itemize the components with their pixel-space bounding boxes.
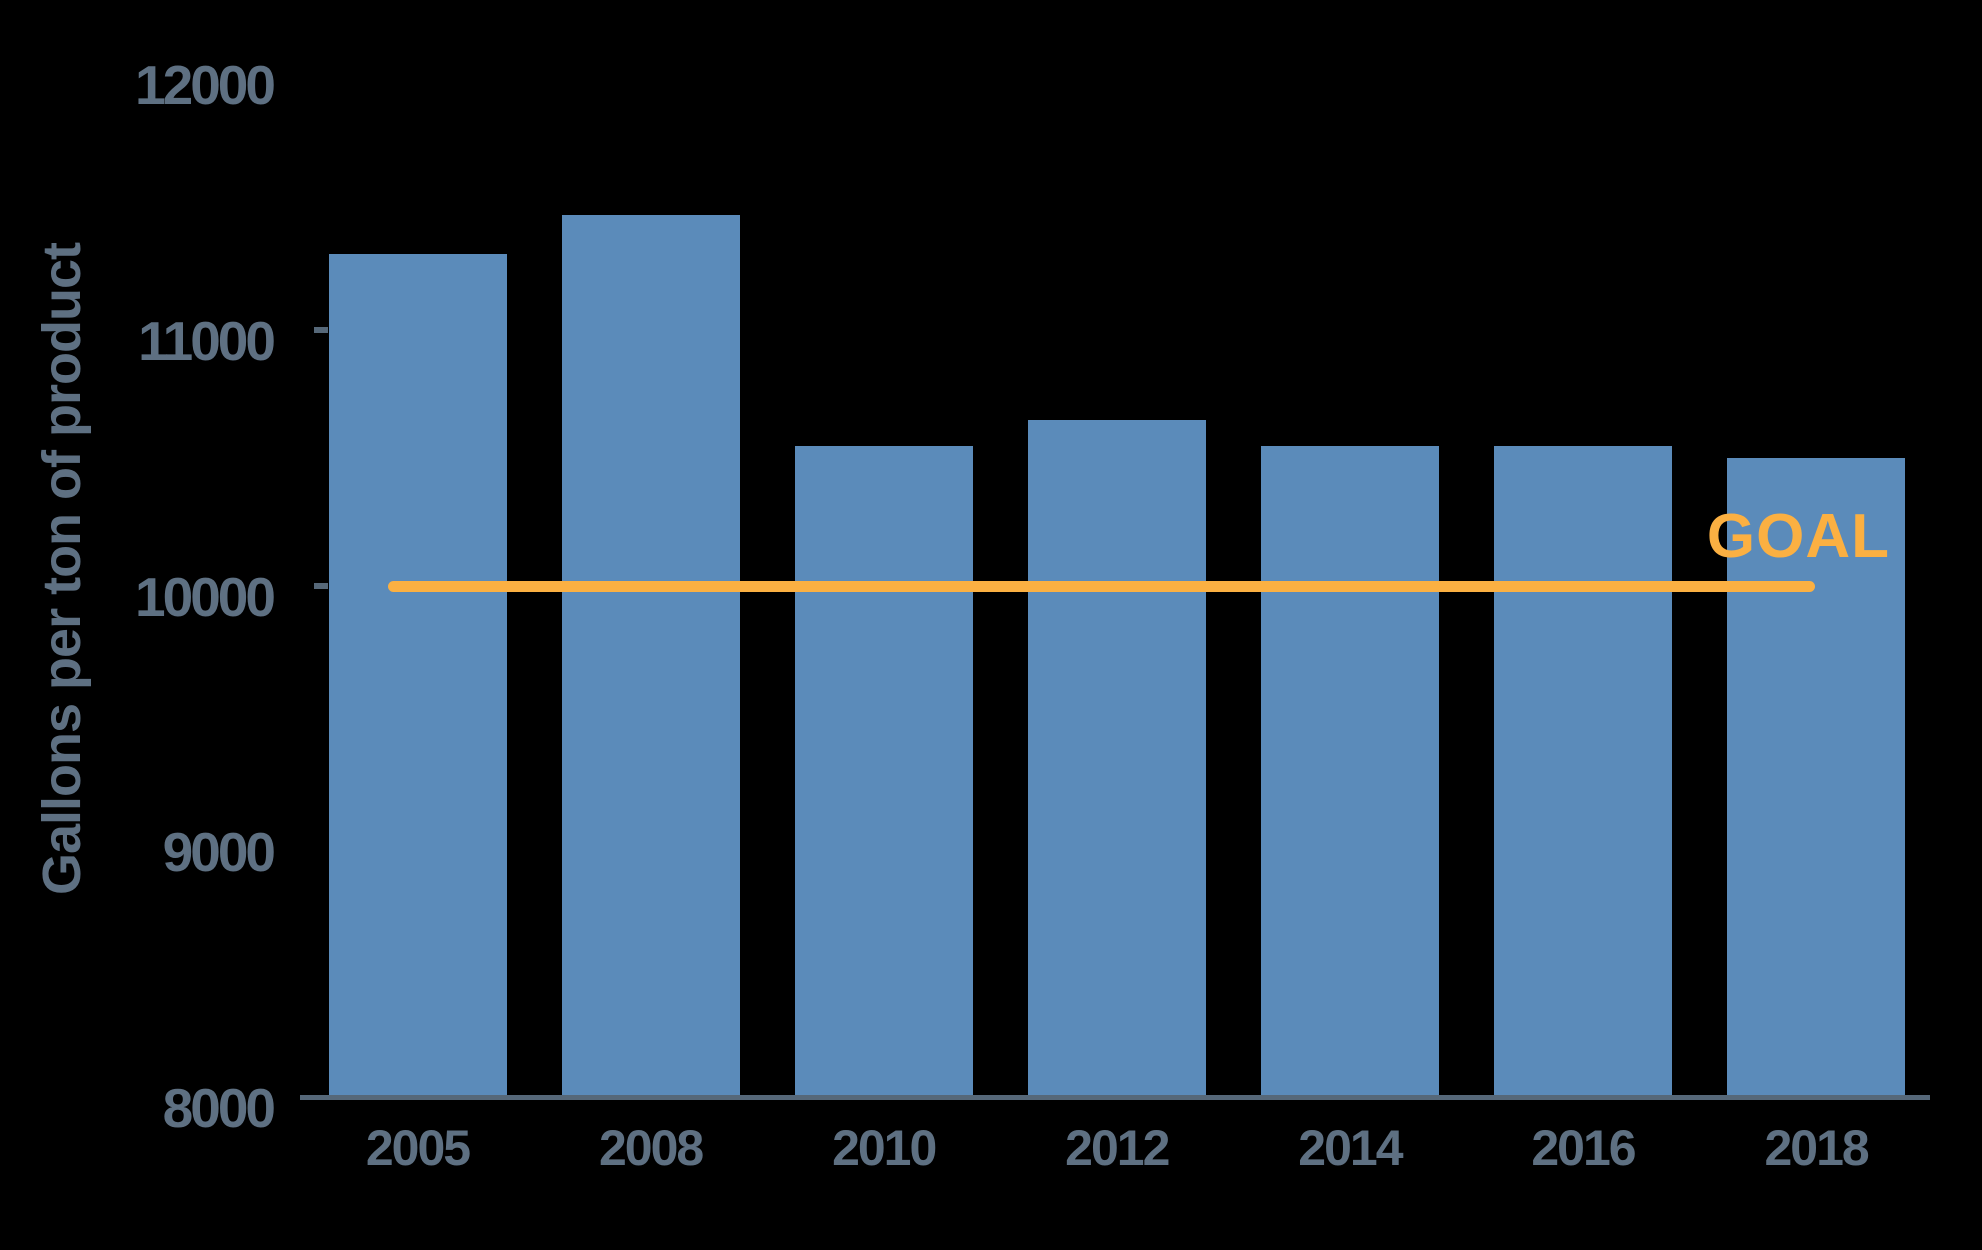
x-tick-label: 2018	[1764, 1120, 1869, 1176]
y-tick-label: 11000	[138, 309, 276, 372]
y-tick-label: 10000	[135, 565, 276, 628]
x-tick-label: 2016	[1531, 1120, 1636, 1176]
y-tick-mark	[314, 326, 328, 333]
y-tick-mark	[314, 582, 328, 589]
bar	[794, 445, 973, 1096]
x-tick-label: 2010	[832, 1120, 937, 1176]
bar	[328, 253, 507, 1096]
bar	[1260, 445, 1439, 1096]
x-tick-label: 2012	[1065, 1120, 1170, 1176]
bar	[1027, 420, 1206, 1096]
bar	[561, 215, 740, 1096]
goal-label: GOAL	[1706, 502, 1890, 571]
goal-line	[388, 580, 1815, 592]
x-tick-label: 2008	[598, 1120, 704, 1176]
y-tick-label: 9000	[162, 821, 276, 884]
x-tick-label: 2014	[1298, 1120, 1403, 1176]
bar	[1727, 458, 1906, 1096]
x-axis-line	[300, 1095, 1930, 1100]
y-tick-label: 8000	[162, 1077, 276, 1139]
y-tick-label: 12000	[135, 54, 276, 116]
bar	[1494, 445, 1672, 1096]
x-tick-label: 2005	[365, 1120, 471, 1176]
